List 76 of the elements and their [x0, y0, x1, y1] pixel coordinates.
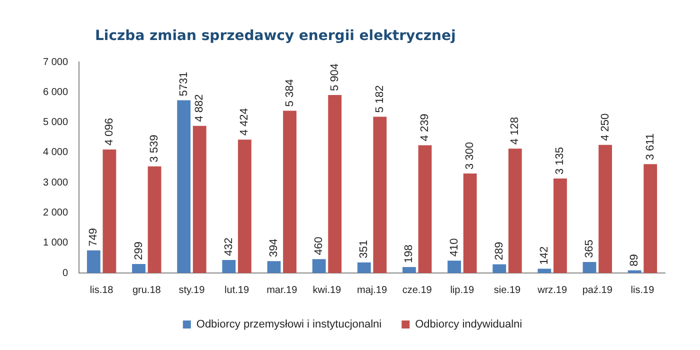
data-label: 4 250 — [599, 113, 612, 141]
data-label: 4 128 — [509, 117, 522, 145]
bar — [644, 164, 658, 273]
data-label: 460 — [313, 236, 326, 256]
bar — [283, 110, 296, 273]
data-label: 289 — [493, 242, 506, 260]
y-tick-label: 5 000 — [42, 117, 68, 128]
data-label: 5 182 — [374, 85, 386, 113]
data-label: 4 096 — [103, 118, 116, 146]
data-label: 142 — [538, 246, 550, 265]
bar — [357, 262, 371, 273]
bar — [492, 264, 506, 273]
x-tick-label: wrz.19 — [536, 284, 568, 296]
bar — [628, 270, 642, 273]
bar — [267, 261, 281, 273]
bar — [328, 95, 342, 273]
y-tick-label: 6 000 — [42, 86, 68, 98]
x-tick-label: cze.19 — [402, 284, 432, 296]
data-label: 432 — [222, 238, 235, 256]
data-label: 3 539 — [148, 134, 161, 162]
y-tick-label: 0 — [62, 268, 68, 279]
bar — [598, 144, 612, 273]
bar — [508, 148, 522, 273]
data-label: 5731 — [178, 72, 190, 96]
data-label: 749 — [88, 228, 100, 246]
bar — [553, 178, 567, 273]
x-tick-label: lut.19 — [224, 284, 250, 296]
data-label: 198 — [403, 244, 416, 264]
x-tick-label: lip.19 — [450, 284, 475, 296]
bar — [418, 145, 432, 273]
bar — [132, 264, 146, 273]
data-label: 3 611 — [644, 133, 656, 160]
bar — [463, 174, 477, 273]
data-label: 4 424 — [238, 108, 251, 136]
x-tick-label: lis.18 — [90, 284, 114, 296]
y-tick-label: 2 000 — [42, 207, 68, 218]
legend-label: Odbiorcy indywidualni — [415, 318, 522, 331]
bar — [582, 262, 596, 273]
y-tick-label: 4 000 — [42, 147, 68, 158]
x-tick-label: lis.19 — [630, 284, 655, 296]
x-tick-label: maj.19 — [357, 284, 388, 296]
chart-title: Liczba zmian sprzedawcy energii elektrycznej — [95, 28, 456, 44]
y-tick-label: 7 000 — [42, 56, 68, 68]
x-tick-label: sie.19 — [494, 284, 522, 296]
data-label: 351 — [358, 240, 370, 258]
y-tick-label: 3 000 — [42, 177, 68, 188]
data-label: 394 — [268, 238, 280, 258]
data-label: 410 — [448, 238, 460, 257]
data-label: 5 904 — [328, 64, 341, 92]
y-tick-label: 1 000 — [42, 238, 68, 249]
bar — [177, 100, 191, 273]
data-label: 3 300 — [464, 142, 476, 170]
data-label: 299 — [132, 242, 145, 260]
bar — [222, 260, 236, 273]
x-tick-label: kwi.19 — [312, 284, 342, 296]
data-label: 4 882 — [194, 94, 206, 122]
bar — [312, 259, 326, 273]
data-label: 365 — [584, 240, 596, 258]
bar — [192, 126, 206, 273]
x-tick-label: mar.19 — [266, 284, 298, 296]
bar — [102, 150, 116, 273]
bar — [538, 268, 552, 273]
data-label: 4 239 — [419, 114, 432, 142]
x-tick-label: gru.18 — [132, 284, 162, 296]
data-label: 5 384 — [284, 79, 296, 107]
bar — [238, 140, 252, 273]
bar — [402, 267, 416, 273]
data-label: 3 135 — [554, 146, 566, 174]
bar — [86, 250, 100, 273]
legend-label: Odbiorcy przemysłowi i instytucjonalni — [196, 318, 382, 331]
x-tick-label: paź.19 — [582, 284, 613, 296]
bar — [373, 116, 387, 273]
bar — [448, 260, 461, 273]
bar — [148, 166, 162, 273]
data-label: 89 — [628, 254, 641, 266]
x-tick-label: sty.19 — [178, 284, 206, 296]
